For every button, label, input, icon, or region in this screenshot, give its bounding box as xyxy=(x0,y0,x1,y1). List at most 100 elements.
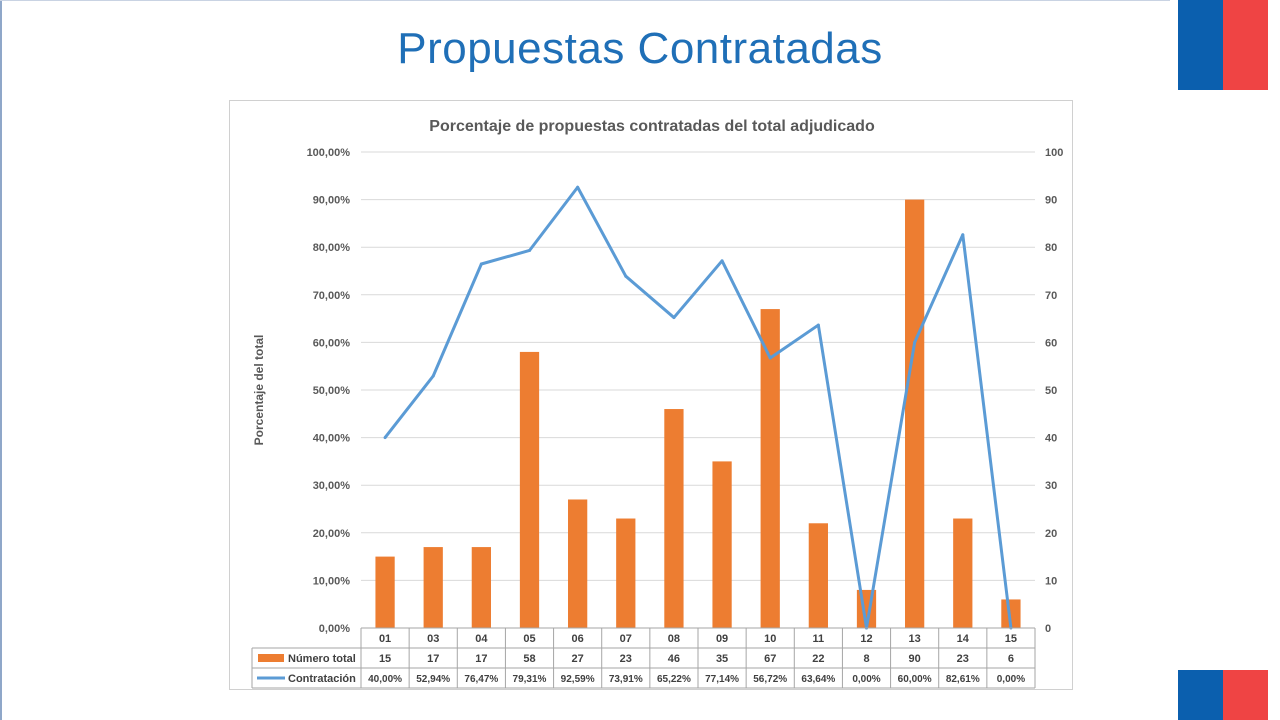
data-table-value: 8 xyxy=(863,653,869,665)
x-category-label: 03 xyxy=(427,633,439,645)
data-table-value: 23 xyxy=(620,653,632,665)
y-left-tick-label: 70,00% xyxy=(313,290,351,302)
data-table-value: 6 xyxy=(1008,653,1014,665)
legend-series-name: Contratación xyxy=(288,673,356,685)
y-right-tick-label: 10 xyxy=(1045,575,1057,587)
bar xyxy=(953,518,973,628)
data-table-value: 27 xyxy=(572,653,584,665)
x-category-label: 01 xyxy=(379,633,391,645)
y-left-tick-label: 40,00% xyxy=(313,433,351,445)
bar xyxy=(664,409,684,628)
line-point xyxy=(576,185,580,189)
y-left-tick-label: 0,00% xyxy=(319,623,350,635)
chart-title: Porcentaje de propuestas contratadas del… xyxy=(429,118,875,135)
y-right-tick-label: 100 xyxy=(1045,147,1063,159)
bar xyxy=(471,547,491,628)
y-right-tick-label: 80 xyxy=(1045,242,1057,254)
data-table-value: 65,22% xyxy=(657,674,691,685)
x-category-label: 04 xyxy=(475,633,488,645)
bar xyxy=(1001,599,1021,628)
y-right-tick-label: 70 xyxy=(1045,290,1057,302)
y-axis-label: Porcentaje del total xyxy=(252,335,266,446)
bar xyxy=(616,518,636,628)
bar xyxy=(712,461,732,628)
data-table-value: 15 xyxy=(379,653,391,665)
line-point xyxy=(816,323,820,327)
data-table-value: 76,47% xyxy=(464,674,498,685)
line-point xyxy=(528,248,531,252)
y-right-tick-label: 90 xyxy=(1045,195,1057,207)
x-category-label: 07 xyxy=(620,633,632,645)
flag-red-stripe xyxy=(1223,670,1268,720)
line-point xyxy=(479,262,483,266)
y-right-tick-label: 20 xyxy=(1045,528,1057,540)
legend-series-name: Número total xyxy=(288,653,356,665)
data-table-value: 58 xyxy=(523,653,535,665)
x-category-label: 06 xyxy=(572,633,584,645)
x-category-label: 15 xyxy=(1005,633,1017,645)
bar xyxy=(375,556,395,628)
data-table-value: 79,31% xyxy=(513,674,547,685)
bar xyxy=(568,499,588,628)
data-table-value: 56,72% xyxy=(753,674,787,685)
x-category-label: 11 xyxy=(813,633,825,645)
data-table-value: 0,00% xyxy=(852,674,880,685)
x-category-label: 05 xyxy=(523,633,535,645)
y-left-tick-label: 30,00% xyxy=(313,480,351,492)
flag-blue-stripe xyxy=(1178,0,1223,90)
bar xyxy=(423,547,443,628)
data-table: 01 03 04 05 06 07 08 09 10 11 12 13 14 15 Número total… xyxy=(251,627,1036,689)
line-point xyxy=(383,436,387,440)
data-table-value: 90 xyxy=(909,653,921,665)
line-point xyxy=(961,233,965,237)
chart-frame: Porcentaje de propuestas contratadas del… xyxy=(229,100,1073,690)
data-table-value: 67 xyxy=(764,653,776,665)
x-category-label: 13 xyxy=(909,633,921,645)
data-table-value: 35 xyxy=(716,653,728,665)
contratacion-line xyxy=(383,185,1013,630)
data-table-value: 82,61% xyxy=(946,674,980,685)
data-table-value: 73,91% xyxy=(609,674,643,685)
flag-blue-stripe xyxy=(1178,670,1223,720)
y-right-tick-label: 60 xyxy=(1045,337,1057,349)
line-point xyxy=(720,259,724,263)
y-right-tick-label: 40 xyxy=(1045,433,1057,445)
data-table-value: 40,00% xyxy=(368,674,402,685)
y-left-tick-label: 10,00% xyxy=(313,575,351,587)
data-table-value: 77,14% xyxy=(705,674,739,685)
line-point xyxy=(431,374,435,378)
legend-key-bar xyxy=(258,654,284,662)
flag-red-stripe xyxy=(1223,0,1268,90)
y-left-tick-label: 20,00% xyxy=(313,528,351,540)
slide-top-edge xyxy=(0,0,1170,1)
bar xyxy=(519,351,540,628)
y-left-tick-label: 50,00% xyxy=(313,385,351,397)
data-table-value: 17 xyxy=(475,653,487,665)
line-point xyxy=(913,340,917,344)
y-left-tick-label: 100,00% xyxy=(307,147,351,159)
data-table-value: 17 xyxy=(427,653,439,665)
data-table-value: 63,64% xyxy=(801,674,835,685)
slide-left-edge xyxy=(0,0,2,720)
bar xyxy=(808,523,828,628)
flag-decoration-bottom xyxy=(1178,670,1268,720)
line-point xyxy=(624,274,628,278)
y-right-tick-label: 30 xyxy=(1045,480,1057,492)
data-table-value: 52,94% xyxy=(416,674,450,685)
gridlines xyxy=(361,151,1035,629)
data-table-value: 0,00% xyxy=(997,674,1025,685)
data-table-value: 92,59% xyxy=(561,674,595,685)
y-right-tick-label: 0 xyxy=(1045,623,1051,635)
bar-series xyxy=(375,199,1021,628)
y-left-tick-label: 80,00% xyxy=(313,242,351,254)
data-table-value: 46 xyxy=(668,653,680,665)
y-right-tick-label: 50 xyxy=(1045,385,1057,397)
data-table-value: 22 xyxy=(812,653,824,665)
y-left-tick-label: 60,00% xyxy=(313,337,351,349)
bar xyxy=(905,199,925,628)
x-category-label: 14 xyxy=(957,633,970,645)
slide-title: Propuestas Contratadas xyxy=(397,24,883,73)
x-category-label: 10 xyxy=(764,633,776,645)
data-table-value: 60,00% xyxy=(898,674,932,685)
data-table-value: 23 xyxy=(957,653,969,665)
